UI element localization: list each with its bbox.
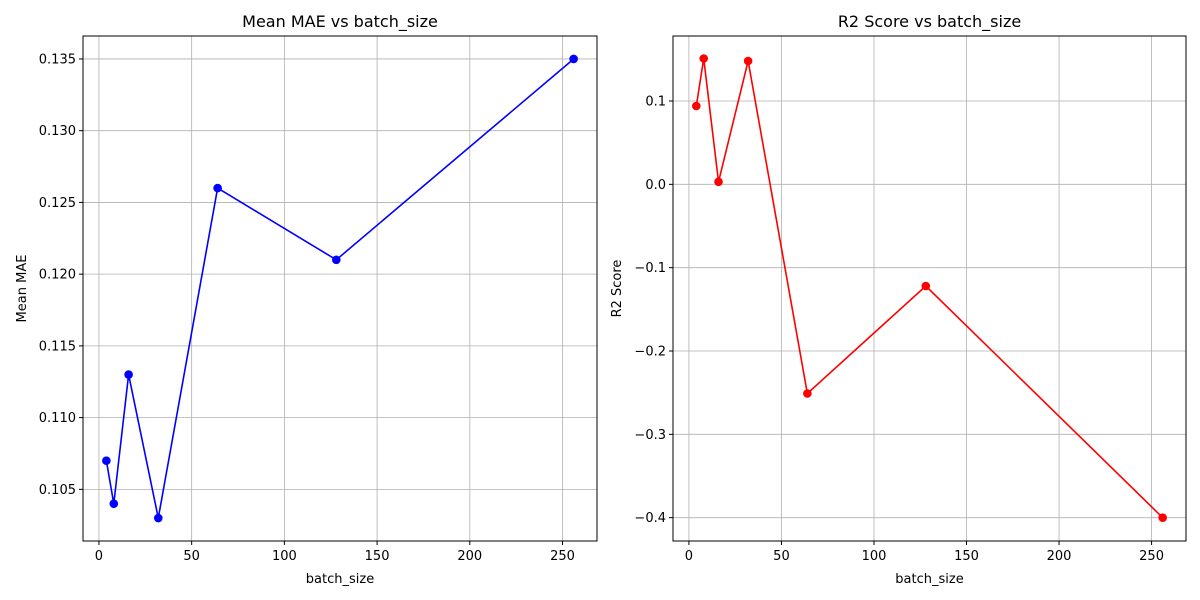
x-tick-label: 250 xyxy=(1139,549,1164,564)
y-axis-label: R2 Score xyxy=(610,260,625,318)
x-axis-label: batch_size xyxy=(895,572,963,587)
y-axis-label: Mean MAE xyxy=(15,255,30,323)
x-tick-label: 150 xyxy=(954,549,979,564)
data-point xyxy=(699,54,709,63)
x-tick-label: 200 xyxy=(457,549,482,564)
chart-mae: Mean MAE vs batch_size batch_size Mean M… xyxy=(15,12,598,587)
x-tick-label: 200 xyxy=(1047,549,1072,564)
data-point xyxy=(803,389,812,398)
axes-frame xyxy=(82,35,598,542)
grid xyxy=(83,36,597,541)
x-tick-label: 150 xyxy=(365,549,390,564)
chart-r2: R2 Score vs batch_size batch_size R2 Sco… xyxy=(610,12,1187,587)
x-tick-label: 100 xyxy=(862,549,887,564)
chart-title: R2 Score vs batch_size xyxy=(838,12,1021,32)
data-point xyxy=(124,370,133,379)
y-tick-label: 0.1 xyxy=(645,95,666,110)
y-tick-label: −0.1 xyxy=(634,261,666,276)
y-tick-label: −0.4 xyxy=(634,511,666,526)
y-tick-label: −0.3 xyxy=(634,428,666,443)
y-tick-label: 0.125 xyxy=(39,196,76,211)
y-tick-label: 0.135 xyxy=(39,52,76,67)
y-tick-label: 0.120 xyxy=(39,268,76,283)
data-point xyxy=(102,456,111,465)
chart-title: Mean MAE vs batch_size xyxy=(242,12,438,32)
y-tick-label: 0.115 xyxy=(39,339,76,354)
axes-frame xyxy=(672,35,1187,542)
x-tick-label: 50 xyxy=(183,549,200,564)
x-tick-label: 0 xyxy=(95,549,103,564)
series-line xyxy=(105,58,575,519)
x-tick-label: 100 xyxy=(272,549,297,564)
y-tick-label: −0.2 xyxy=(634,345,666,360)
data-point xyxy=(153,513,163,523)
data-point xyxy=(743,56,753,66)
data-point xyxy=(331,255,341,265)
data-point xyxy=(569,54,578,64)
data-point xyxy=(921,281,931,291)
grid xyxy=(673,36,1186,541)
x-tick-label: 250 xyxy=(550,549,575,564)
data-point xyxy=(213,183,222,193)
y-tick-label: 0.105 xyxy=(39,483,76,498)
y-tick-label: 0.130 xyxy=(39,124,76,139)
x-tick-label: 0 xyxy=(685,549,693,564)
data-point xyxy=(109,499,119,508)
data-point xyxy=(692,101,701,111)
y-tick-label: 0.110 xyxy=(39,411,76,426)
y-tick-label: 0.0 xyxy=(645,178,666,193)
x-tick-label: 50 xyxy=(773,549,790,564)
data-point xyxy=(1158,513,1167,522)
x-axis-label: batch_size xyxy=(306,572,374,587)
data-point xyxy=(714,177,723,187)
